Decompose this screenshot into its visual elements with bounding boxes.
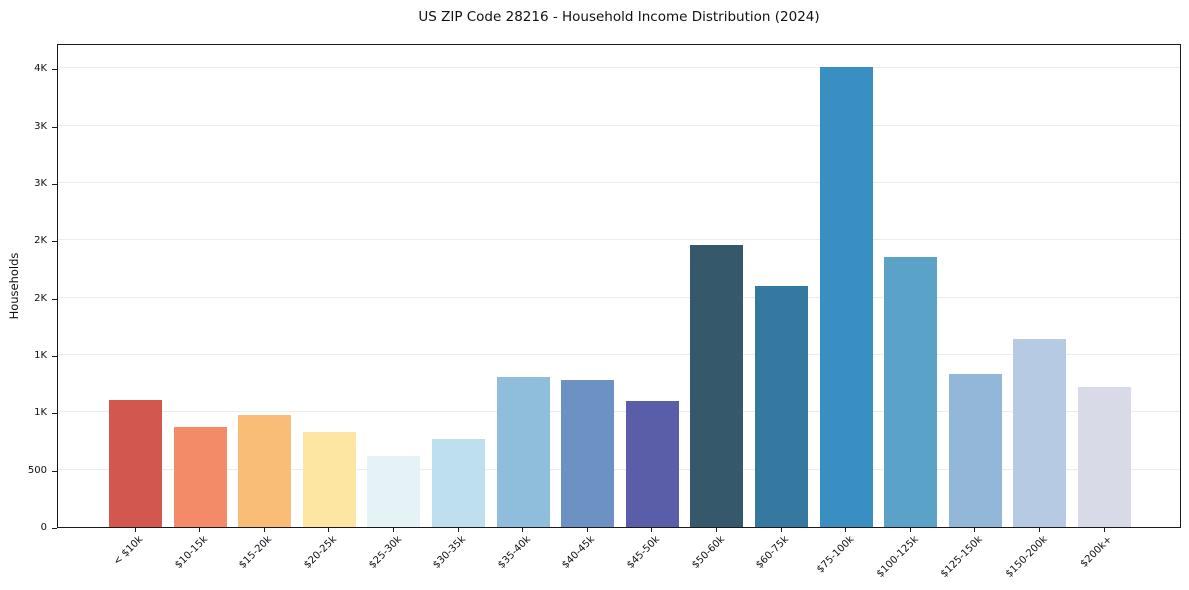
x-tick-mark bbox=[328, 528, 330, 532]
gridline bbox=[58, 353, 1180, 355]
x-tick-mark bbox=[1038, 528, 1040, 532]
y-tick-mark bbox=[52, 69, 57, 71]
x-tick-label: $35-40k bbox=[495, 534, 533, 571]
bar-$150-200k bbox=[1013, 338, 1067, 527]
y-tick-label: 1K bbox=[34, 349, 47, 361]
x-tick-label: $15-20k bbox=[237, 534, 275, 571]
chart-title: US ZIP Code 28216 - Household Income Dis… bbox=[418, 9, 820, 25]
x-tick-mark bbox=[909, 528, 911, 532]
bar-$40-45k bbox=[561, 380, 615, 527]
x-tick-mark bbox=[780, 528, 782, 532]
x-tick-mark bbox=[651, 528, 653, 532]
x-tick-label: $25-30k bbox=[366, 534, 404, 571]
bar-$10-15k bbox=[173, 427, 227, 527]
x-tick-mark bbox=[199, 528, 201, 532]
x-tick-mark bbox=[522, 528, 524, 532]
x-tick-label: $100-125k bbox=[874, 534, 921, 580]
gridline bbox=[58, 67, 1180, 69]
bar-$125-150k bbox=[948, 374, 1002, 527]
y-tick-label: 3K bbox=[34, 177, 47, 189]
x-tick-mark bbox=[392, 528, 394, 532]
gridline bbox=[58, 411, 1180, 413]
y-tick-label: 4K bbox=[34, 63, 47, 75]
bar-$45-50k bbox=[625, 400, 679, 527]
y-tick-label: 0 bbox=[40, 522, 47, 533]
x-tick-mark bbox=[974, 528, 976, 532]
x-tick-mark bbox=[134, 528, 136, 532]
x-tick-label: $10-15k bbox=[172, 534, 210, 571]
x-tick-mark bbox=[845, 528, 847, 532]
y-tick-mark bbox=[52, 528, 57, 529]
x-tick-label: $45-50k bbox=[625, 534, 663, 571]
y-tick-mark bbox=[52, 298, 57, 300]
x-tick-label: $75-100k bbox=[814, 534, 856, 576]
gridline bbox=[58, 296, 1180, 298]
y-tick-mark bbox=[52, 355, 57, 357]
y-tick-label: 1K bbox=[34, 407, 47, 419]
x-tick-label: $30-35k bbox=[431, 534, 469, 571]
x-tick-label: $200k+ bbox=[1078, 534, 1115, 570]
y-tick-label: 3K bbox=[34, 120, 47, 132]
bar-$100-125k bbox=[884, 257, 938, 527]
y-tick-mark bbox=[52, 183, 57, 185]
x-tick-label: $125-150k bbox=[939, 534, 986, 580]
plot-area bbox=[57, 44, 1181, 528]
bar-$60-75k bbox=[755, 286, 808, 527]
y-tick-label: 2K bbox=[34, 292, 47, 304]
x-tick-mark bbox=[715, 528, 717, 532]
x-tick-mark bbox=[1103, 528, 1105, 532]
y-tick-mark bbox=[52, 413, 57, 415]
x-tick-label: $20-25k bbox=[302, 534, 340, 571]
bar-$30-35k bbox=[432, 438, 485, 527]
y-tick-label: 2K bbox=[34, 235, 47, 247]
bar-$200k+ bbox=[1078, 387, 1131, 527]
bar-$25-30k bbox=[367, 455, 421, 527]
x-tick-mark bbox=[586, 528, 588, 532]
bar-$20-25k bbox=[302, 431, 356, 527]
x-tick-mark bbox=[457, 528, 459, 532]
gridline bbox=[58, 239, 1180, 241]
x-tick-label: $150-200k bbox=[1003, 534, 1050, 580]
bar-$35-40k bbox=[496, 376, 550, 527]
bar-< $10k bbox=[109, 399, 162, 527]
gridline bbox=[58, 468, 1180, 470]
gridline bbox=[58, 181, 1180, 183]
y-tick-mark bbox=[52, 126, 57, 128]
bar-$75-100k bbox=[819, 67, 873, 527]
bar-$50-60k bbox=[690, 244, 744, 527]
x-tick-label: $60-75k bbox=[754, 534, 792, 571]
y-axis-label: Households bbox=[7, 252, 21, 320]
x-tick-mark bbox=[263, 528, 265, 532]
x-tick-label: $50-60k bbox=[689, 534, 727, 571]
x-tick-label: < $10k bbox=[111, 534, 146, 568]
x-tick-label: $40-45k bbox=[560, 534, 598, 571]
y-tick-mark bbox=[52, 241, 57, 243]
gridline bbox=[58, 124, 1180, 126]
y-tick-mark bbox=[52, 470, 57, 472]
bar-$15-20k bbox=[238, 415, 292, 527]
y-tick-label: 500 bbox=[27, 464, 47, 476]
